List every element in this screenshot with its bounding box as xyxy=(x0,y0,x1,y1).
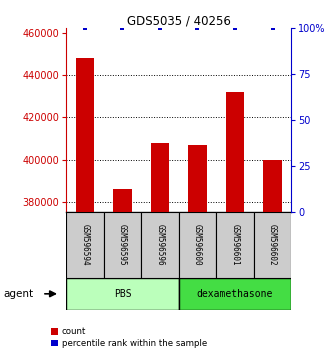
Point xyxy=(270,25,275,31)
Bar xyxy=(66,278,179,310)
Text: dexamethasone: dexamethasone xyxy=(197,289,273,299)
Bar xyxy=(151,143,169,212)
Bar xyxy=(104,212,141,278)
Bar xyxy=(263,160,282,212)
Text: GSM596602: GSM596602 xyxy=(268,224,277,266)
Point xyxy=(120,25,125,31)
Bar xyxy=(179,278,291,310)
Point xyxy=(232,25,238,31)
Title: GDS5035 / 40256: GDS5035 / 40256 xyxy=(127,14,231,27)
Bar xyxy=(254,212,291,278)
Bar xyxy=(226,92,244,212)
Bar xyxy=(75,58,94,212)
Text: GSM596596: GSM596596 xyxy=(156,224,165,266)
Point xyxy=(157,25,163,31)
Bar xyxy=(216,212,254,278)
Text: GSM596600: GSM596600 xyxy=(193,224,202,266)
Bar xyxy=(179,212,216,278)
Legend: count, percentile rank within the sample: count, percentile rank within the sample xyxy=(51,327,207,348)
Bar xyxy=(188,145,207,212)
Bar xyxy=(66,212,104,278)
Point xyxy=(195,25,200,31)
Text: agent: agent xyxy=(3,289,33,299)
Point xyxy=(82,25,88,31)
Bar xyxy=(113,189,132,212)
Text: GSM596601: GSM596601 xyxy=(230,224,240,266)
Bar xyxy=(141,212,179,278)
Text: GSM596595: GSM596595 xyxy=(118,224,127,266)
Text: PBS: PBS xyxy=(114,289,131,299)
Text: GSM596594: GSM596594 xyxy=(80,224,89,266)
